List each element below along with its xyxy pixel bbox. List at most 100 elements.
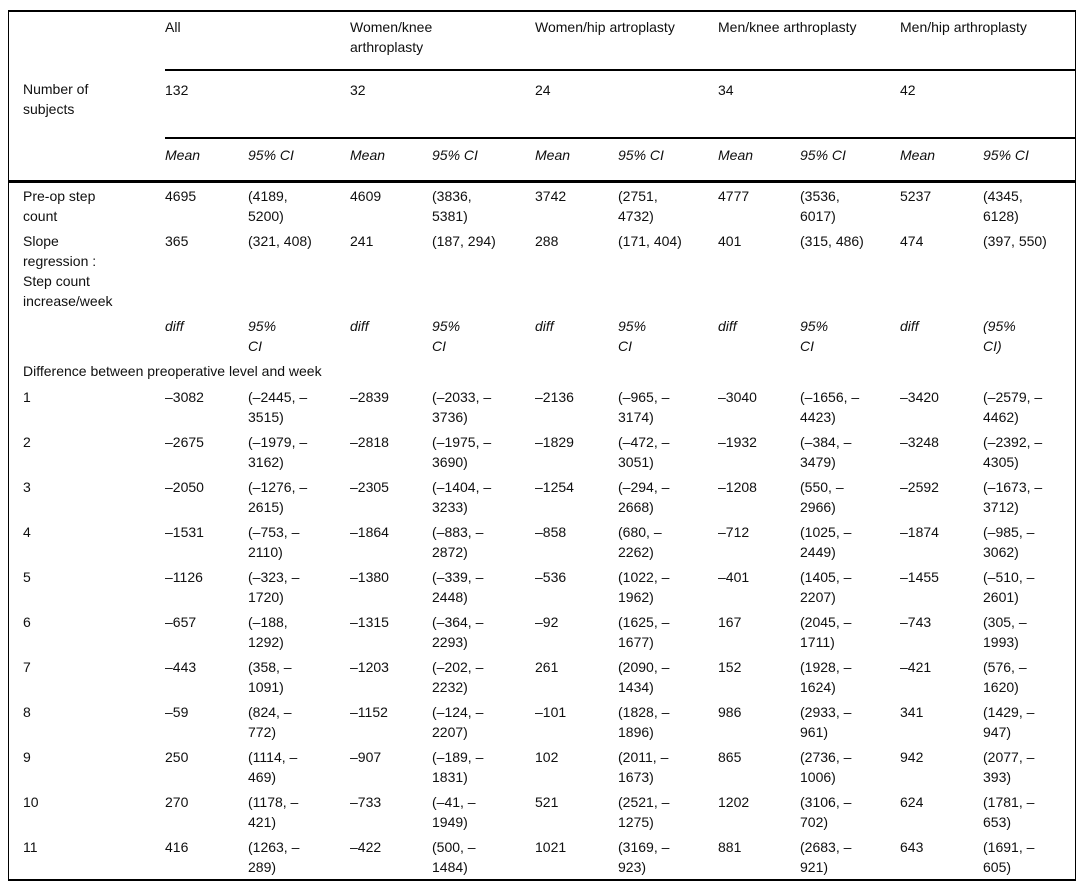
ci-cell: 95% CI xyxy=(432,318,461,354)
ci-cell: (–364, –2293) xyxy=(432,609,535,654)
ci-value: (1022, –1962) xyxy=(618,569,670,605)
ci-value: (–1276, –2615) xyxy=(248,479,308,515)
mean-cell: –1208 xyxy=(718,479,757,495)
ci-cell: (2077, –393) xyxy=(983,744,1075,789)
ci-cell: 95% CI xyxy=(248,318,277,354)
mean-cell: 643 xyxy=(900,839,924,855)
mean-cell: –1126 xyxy=(165,569,203,585)
ci-cell: (2045, –1711) xyxy=(800,609,900,654)
mean-cell: –2675 xyxy=(165,434,204,450)
section-row: Difference between preoperative level an… xyxy=(9,360,1075,384)
ci-value: (1114, –469) xyxy=(248,749,298,785)
ci-cell: (–472, –3051) xyxy=(618,429,718,474)
subjects-count-all: 132 xyxy=(165,70,350,139)
ci-value: (–1656, –4423) xyxy=(800,389,860,425)
mean-cell: –92 xyxy=(535,614,559,630)
mean-cell: 4695 xyxy=(165,188,197,204)
group-label: All xyxy=(165,19,181,35)
ci-value: (–384, –3479) xyxy=(800,434,852,470)
subjects-row: Number of subjects 132 32 24 34 42 xyxy=(9,70,1076,139)
ci-cell: (680, –2262) xyxy=(618,519,718,564)
row-label: 6 xyxy=(23,614,31,630)
ci-cell: (1625, –1677) xyxy=(618,609,718,654)
mean-cell: 1021 xyxy=(535,839,567,855)
ci-value: (–202, –2232) xyxy=(432,659,484,695)
ci-cell: (–1404, –3233) xyxy=(432,474,535,519)
ci-value: (–189, –1831) xyxy=(432,749,484,785)
ci-value: (2045, –1711) xyxy=(800,614,852,650)
ci-cell: (–965, –3174) xyxy=(618,384,718,429)
row-label: 1 xyxy=(23,389,31,405)
mean-cell: diff xyxy=(165,318,184,334)
table-row: 2 –2675 (–1979, –3162) –2818 (–1975, –3690) –… xyxy=(9,429,1075,474)
mean-cell: –3420 xyxy=(900,389,939,405)
ci-value: (1691, –605) xyxy=(983,839,1035,875)
table-row: 7 –443 (358, –1091) –1203 (–202, –2232) 261 (2… xyxy=(9,654,1075,699)
ci-value: (680, –2262) xyxy=(618,524,662,560)
ci-cell: (–294, –2668) xyxy=(618,474,718,519)
ci-value: (3106, –702) xyxy=(800,794,852,830)
ci-value: (–965, –3174) xyxy=(618,389,670,425)
mean-cell: –2592 xyxy=(900,479,939,495)
ci-cell: (–188, 1292) xyxy=(248,609,350,654)
ci-value: (1429, –947) xyxy=(983,704,1035,740)
ci-cell: (–2445, –3515) xyxy=(248,384,350,429)
ci-value: (4189, 5200) xyxy=(248,188,288,224)
table-row: Pre-op step count 4695 (4189, 5200) 4609 (38… xyxy=(9,182,1075,229)
mean-header: Mean xyxy=(535,138,619,183)
ci-value: (–41, –1949) xyxy=(432,794,476,830)
ci-header: 95% CI xyxy=(983,138,1076,183)
mean-cell: 365 xyxy=(165,233,189,249)
ci-cell: (–753, –2110) xyxy=(248,519,350,564)
mean-cell: 986 xyxy=(718,704,742,720)
mean-cell: 261 xyxy=(535,659,559,675)
ci-cell: (550, –2966) xyxy=(800,474,900,519)
ci-value: (824, –772) xyxy=(248,704,292,740)
row-label: 9 xyxy=(23,749,31,765)
mean-cell: diff xyxy=(718,318,737,334)
table-row: Slope regression : Step count increase/w… xyxy=(9,228,1075,313)
mean-cell: 288 xyxy=(535,233,559,249)
mean-cell: 624 xyxy=(900,794,924,810)
group-header-row: All Women/knee arthroplasty Women/hip ar… xyxy=(9,12,1076,71)
diff-header-row: diff 95% CI diff 95% CI diff 95% CI diff 95% CI… xyxy=(9,313,1075,360)
ci-value: (–2445, –3515) xyxy=(248,389,308,425)
mean-header: Mean xyxy=(350,138,432,183)
ci-cell: (1928, –1624) xyxy=(800,654,900,699)
ci-cell: 95% CI xyxy=(618,318,647,354)
ci-cell: (4189, 5200) xyxy=(248,182,350,229)
mean-cell: 341 xyxy=(900,704,924,720)
ci-value: (500, –1484) xyxy=(432,839,476,875)
subjects-count-women-hip: 24 xyxy=(535,70,719,139)
mean-cell: 3742 xyxy=(535,188,567,204)
table-row: 6 –657 (–188, 1292) –1315 (–364, –2293) –92 (1… xyxy=(9,609,1075,654)
ci-header: 95% CI xyxy=(248,138,350,183)
ci-value: (1781, –653) xyxy=(983,794,1035,830)
ci-cell: (2736, –1006) xyxy=(800,744,900,789)
row-label: 4 xyxy=(23,524,31,540)
ci-value: (1828, –1896) xyxy=(618,704,670,740)
ci-cell: (–510, –2601) xyxy=(983,564,1075,609)
ci-cell: (500, –1484) xyxy=(432,834,535,879)
group-header-all: All xyxy=(165,12,350,71)
table-row: 4 –1531 (–753, –2110) –1864 (–883, –2872) –85… xyxy=(9,519,1075,564)
row-label: 7 xyxy=(23,659,31,675)
group-header-men-knee: Men/knee arthroplasty xyxy=(718,12,901,71)
ci-value: (305, –1993) xyxy=(983,614,1027,650)
group-label: Women/hip artroplasty xyxy=(535,19,675,35)
mean-cell: –421 xyxy=(900,659,932,675)
ci-cell: (315, 486) xyxy=(800,228,900,313)
ci-cell: (1178, –421) xyxy=(248,789,350,834)
row-label: 3 xyxy=(23,479,31,495)
mean-cell: 152 xyxy=(718,659,742,675)
ci-cell: (2090, –1434) xyxy=(618,654,718,699)
ci-cell: (–1979, –3162) xyxy=(248,429,350,474)
ci-value: (315, 486) xyxy=(800,233,864,249)
mean-cell: diff xyxy=(535,318,554,334)
mean-cell: –401 xyxy=(718,569,750,585)
table-row: 1 –3082 (–2445, –3515) –2839 (–2033, –3736) –… xyxy=(9,384,1075,429)
ci-header: 95% CI xyxy=(800,138,901,183)
ci-value: (–2579, –4462) xyxy=(983,389,1043,425)
mean-cell: 167 xyxy=(718,614,742,630)
ci-value: (–753, –2110) xyxy=(248,524,300,560)
